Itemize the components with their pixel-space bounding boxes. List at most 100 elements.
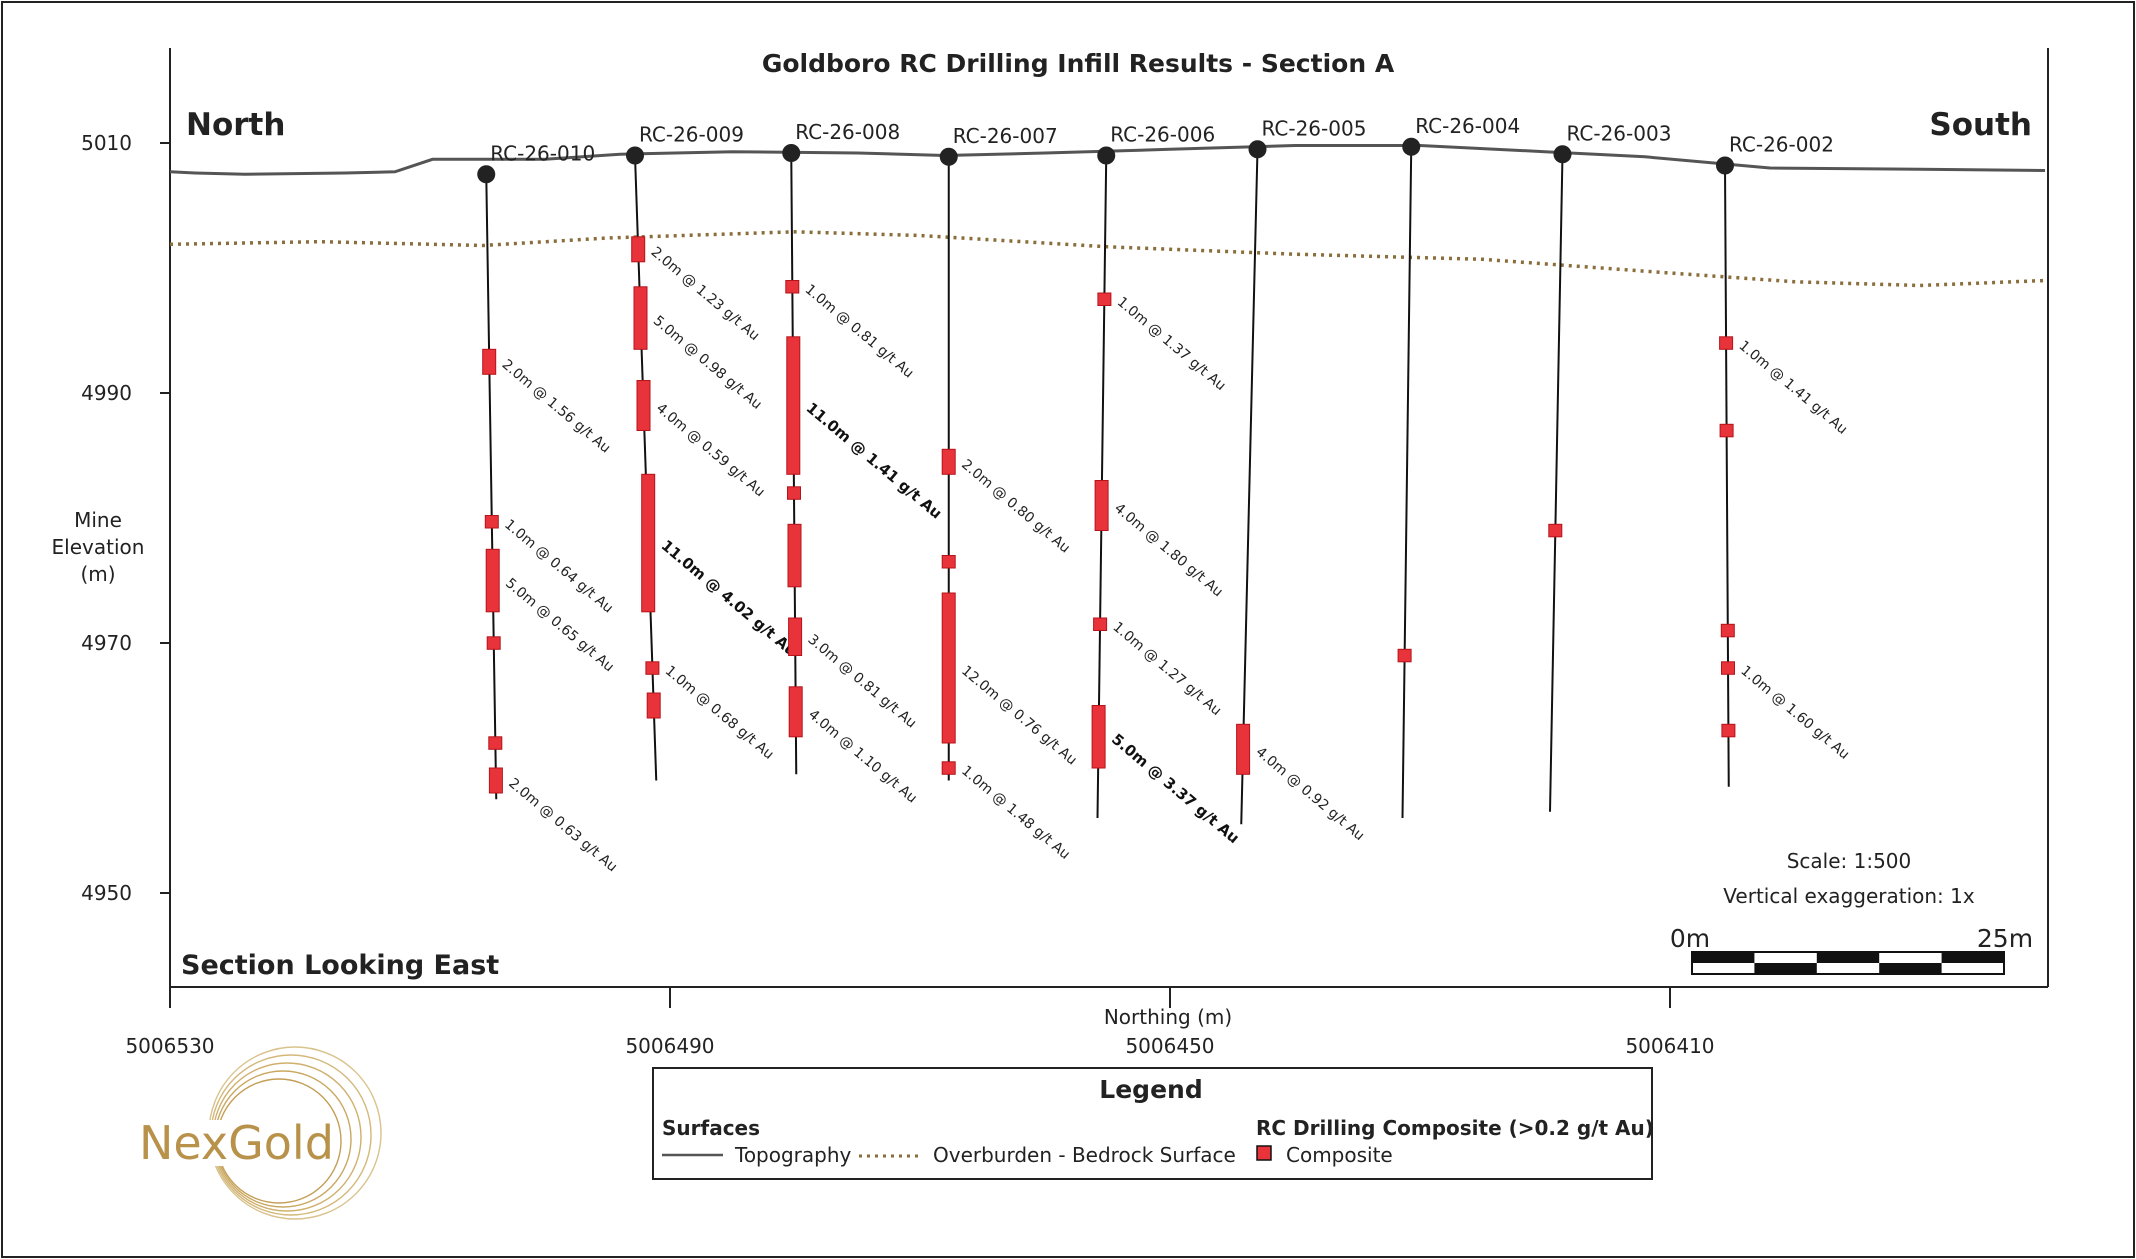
legend: Legend Surfaces Topography Overburden - … — [652, 1067, 1654, 1180]
drillhole: RC-26-006 1.0m @ 1.37 g/t Au 4.0m @ 1.80 g… — [1091, 123, 1243, 847]
assay-label: 2.0m @ 0.80 g/t Au — [958, 457, 1073, 557]
composite-interval — [785, 280, 800, 294]
assay-label: 11.0m @ 4.02 g/t Au — [658, 536, 801, 660]
x-axis-label: Northing (m) — [1104, 1005, 1232, 1029]
composite-interval — [787, 523, 802, 588]
nexgold-logo: NexGold — [138, 1046, 382, 1220]
composite-interval — [633, 286, 648, 350]
composite-interval — [787, 486, 801, 500]
composite-interval — [941, 761, 956, 775]
assay-label: 1.0m @ 0.64 g/t Au — [501, 517, 616, 617]
scale-bar-end-label: 25m — [1977, 924, 2033, 953]
drillhole-collar — [1553, 145, 1572, 164]
drillhole-name: RC-26-002 — [1729, 133, 1834, 157]
composite-interval — [488, 767, 503, 794]
legend-composite-title: RC Drilling Composite (>0.2 g/t Au) — [1256, 1116, 1654, 1140]
composite-interval — [1719, 336, 1734, 350]
y-tick-label: 4990 — [81, 381, 132, 405]
composite-interval — [645, 661, 660, 675]
drillhole-collar — [939, 147, 958, 166]
logo-text-backing — [138, 1120, 322, 1166]
y-tick-label: 4970 — [81, 631, 132, 655]
drillhole-name: RC-26-005 — [1262, 116, 1367, 140]
figure-title: Goldboro RC Drilling Infill Results - Se… — [762, 49, 1395, 78]
scale-bar-start-label: 0m — [1670, 924, 1710, 953]
y-axis: 5010 4990 4970 4950 Mine Elevation (m) — [52, 131, 170, 905]
composite-interval — [486, 636, 501, 650]
composite-interval — [1094, 480, 1109, 531]
composite-interval — [641, 473, 656, 613]
assay-label: 5.0m @ 3.37 g/t Au — [1108, 730, 1243, 847]
drillhole-name: RC-26-006 — [1110, 123, 1215, 147]
drillhole-collar — [782, 144, 801, 162]
assay-label: 1.0m @ 1.37 g/t Au — [1114, 294, 1229, 394]
assay-label: 11.0m @ 1.41 g/t Au — [803, 399, 946, 523]
x-tick-label: 5006410 — [1625, 1034, 1714, 1058]
composite-interval — [941, 448, 956, 475]
scale-bar-segment — [1879, 963, 1942, 974]
drillhole-collar — [1248, 140, 1267, 159]
assay-label: 2.0m @ 0.63 g/t Au — [505, 775, 620, 875]
composite-interval — [1236, 723, 1251, 775]
scale-text: Scale: 1:500 — [1787, 849, 1912, 873]
drillhole: RC-26-004 — [1397, 114, 1520, 819]
scale-bar-segment — [1692, 952, 1755, 963]
assay-label: 1.0m @ 1.27 g/t Au — [1110, 619, 1225, 719]
topography-surface — [169, 144, 2046, 176]
drillhole: RC-26-003 — [1548, 121, 1671, 812]
composite-interval — [1093, 617, 1108, 631]
composite-interval — [1548, 523, 1563, 538]
scale-bar-segment — [1754, 963, 1817, 974]
composite-interval — [941, 592, 956, 744]
assay-label: 4.0m @ 0.92 g/t Au — [1253, 744, 1368, 844]
drillhole-name: RC-26-008 — [795, 120, 900, 144]
drillhole-trace — [485, 174, 498, 800]
drillhole: RC-26-007 2.0m @ 0.80 g/t Au 12.0m @ 0.76 … — [939, 124, 1080, 863]
composite-interval — [788, 686, 803, 738]
composite-interval — [1721, 723, 1736, 738]
legend-topography-label: Topography — [734, 1143, 852, 1167]
drillhole-collar — [1402, 137, 1421, 156]
section-label: Section Looking East — [181, 950, 499, 981]
assay-label: 2.0m @ 1.56 g/t Au — [499, 357, 614, 457]
legend-surfaces-title: Surfaces — [662, 1116, 760, 1140]
composite-interval — [1397, 648, 1412, 663]
south-label: South — [1929, 107, 2032, 143]
composite-interval — [1091, 705, 1106, 769]
scale-bar-segment — [1816, 952, 1880, 963]
drillhole: RC-26-005 4.0m @ 0.92 g/t Au — [1236, 116, 1368, 844]
assay-label: 4.0m @ 0.59 g/t Au — [653, 400, 768, 500]
drillhole-trace — [1549, 154, 1564, 812]
scale-bar-segment — [1941, 952, 2004, 963]
assay-label: 1.0m @ 0.81 g/t Au — [802, 282, 917, 382]
drillhole: RC-26-008 1.0m @ 0.81 g/t Au 11.0m @ 1.41 … — [782, 120, 945, 807]
composite-interval — [482, 348, 497, 375]
legend-composite-label: Composite — [1286, 1143, 1393, 1167]
composite-interval — [1097, 292, 1112, 306]
legend-overburden-label: Overburden - Bedrock Surface — [933, 1143, 1236, 1167]
composite-interval — [788, 617, 803, 656]
drillholes: RC-26-010 2.0m @ 1.56 g/t Au 1.0m @ 0.64 g… — [477, 114, 1852, 875]
drillhole-collar — [1097, 146, 1116, 165]
y-axis-label-line: Mine — [74, 508, 122, 532]
drillhole-collar — [477, 165, 496, 184]
composite-interval — [1721, 661, 1735, 675]
logo-text: NexGold — [139, 1116, 334, 1170]
x-tick-label: 5006490 — [625, 1034, 714, 1058]
drillhole-name: RC-26-009 — [639, 123, 744, 147]
overburden-bedrock-surface — [169, 230, 2046, 288]
composite-interval — [1719, 423, 1734, 438]
drillhole-collar — [1716, 156, 1734, 175]
y-axis-label-line: Elevation — [52, 535, 145, 559]
drillhole: RC-26-002 1.0m @ 1.41 g/t Au 1.0m @ 1.60 g… — [1716, 133, 1852, 787]
assay-label: 1.0m @ 1.48 g/t Au — [958, 763, 1073, 863]
drillhole-trace — [1724, 165, 1730, 787]
composite-interval — [646, 692, 661, 719]
drillhole-collar — [626, 146, 644, 165]
north-label: North — [186, 107, 285, 143]
assay-label: 4.0m @ 1.80 g/t Au — [1111, 500, 1226, 600]
assay-label: 12.0m @ 0.76 g/t Au — [958, 663, 1080, 769]
x-tick-label: 5006450 — [1125, 1034, 1214, 1058]
